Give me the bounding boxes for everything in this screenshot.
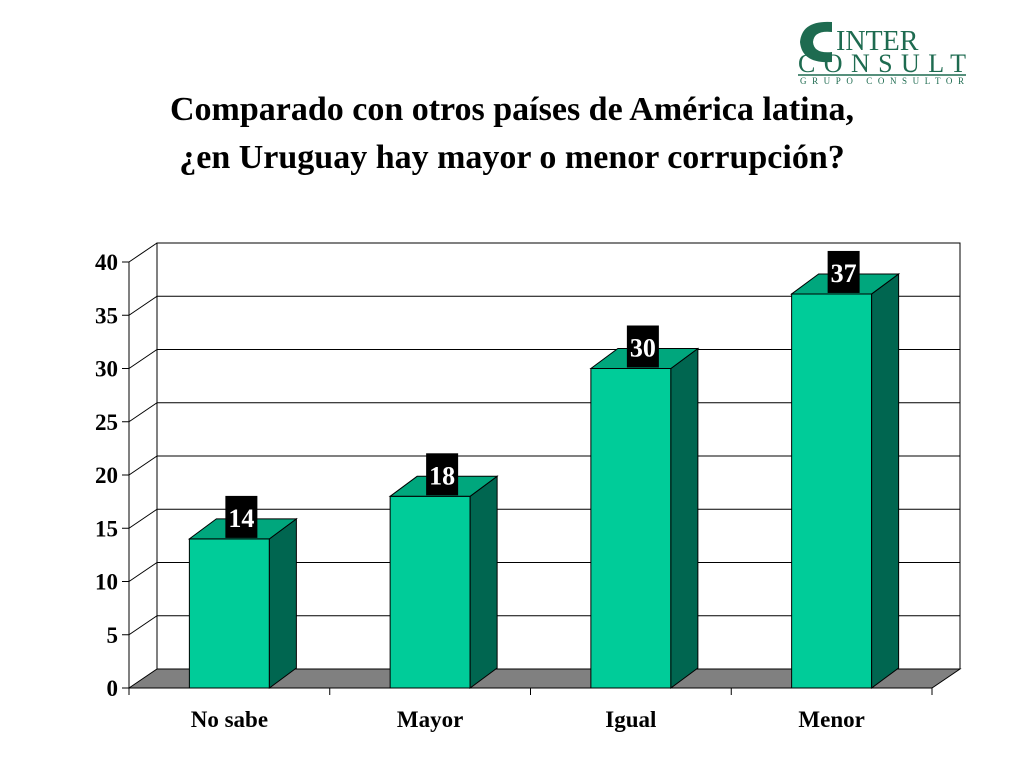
x-category-label: No sabe: [191, 707, 268, 732]
x-category-label: Mayor: [397, 707, 463, 732]
data-label-box: [426, 453, 459, 496]
data-label-box: [626, 325, 659, 368]
y-tick-label: 35: [95, 303, 118, 328]
title-line-1: Comparado con otros países de América la…: [169, 91, 855, 128]
gridline-diagonal: [128, 508, 158, 529]
bar-side: [268, 517, 297, 689]
y-tick-label: 15: [95, 516, 118, 541]
gridline-diagonal: [128, 615, 158, 636]
data-label: 18: [429, 461, 455, 490]
gridline-diagonal: [128, 562, 158, 582]
bar-front: [188, 538, 270, 689]
page-title: Comparado con otros países de América la…: [0, 86, 1024, 182]
y-tick-label: 25: [95, 410, 118, 435]
logo-line1: INTER: [836, 26, 919, 57]
gridline-diagonal: [128, 242, 158, 263]
bar-side: [670, 347, 699, 689]
data-label: 30: [630, 334, 656, 363]
data-label-box: [225, 495, 258, 538]
bar-front: [791, 293, 873, 689]
bar-front: [389, 495, 471, 689]
y-tick-label: 40: [95, 250, 118, 275]
data-label: 37: [831, 259, 857, 288]
x-category-label: Igual: [605, 707, 656, 732]
bar-side: [469, 475, 498, 689]
data-label-box: [827, 250, 860, 293]
logo-line3: GRUPO CONSULTOR: [800, 76, 964, 86]
bar-front: [590, 368, 672, 689]
logo-line2: CONSULT: [798, 49, 966, 78]
logo-graphic: INTER CONSULT GRUPO CONSULTOR: [798, 21, 966, 86]
bar-side: [871, 272, 900, 689]
y-tick-label: 30: [95, 357, 118, 382]
gridline-diagonal: [128, 349, 158, 369]
gridline-diagonal: [128, 455, 158, 476]
y-tick-label: 20: [95, 463, 118, 488]
x-category-label: Menor: [798, 707, 864, 732]
data-label: 14: [228, 504, 254, 533]
title-line-2: ¿en Uruguay hay mayor o menor corrupción…: [179, 139, 845, 176]
intercon-logo: INTER CONSULT GRUPO CONSULTOR: [792, 14, 972, 86]
gridline-diagonal: [128, 295, 158, 316]
y-tick-label: 5: [107, 623, 119, 648]
y-tick-label: 0: [107, 676, 119, 701]
logo-c-mark: [800, 21, 832, 63]
y-tick-label: 10: [95, 570, 118, 595]
gridline-diagonal: [128, 402, 158, 423]
